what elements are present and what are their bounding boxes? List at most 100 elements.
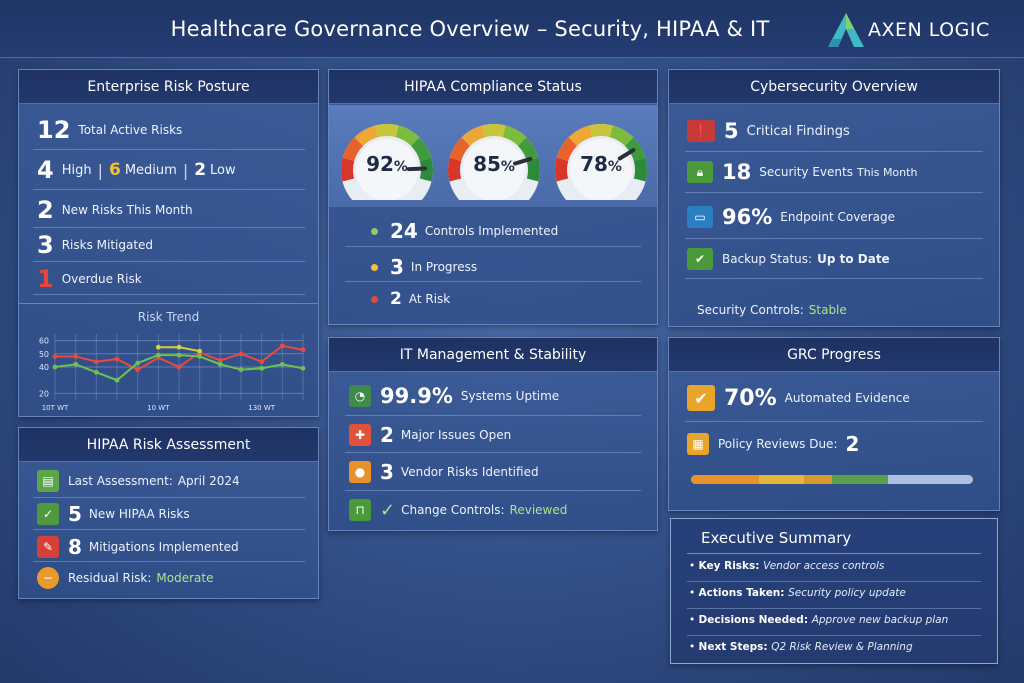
implemented-value: 24 <box>390 219 418 243</box>
in-progress-row: 3 In Progress <box>371 255 477 279</box>
data-point <box>259 365 265 371</box>
monitor-icon: ▭ <box>687 206 713 228</box>
data-point <box>73 354 79 359</box>
red-status-dot <box>371 295 378 303</box>
bullet: • <box>689 587 699 599</box>
user-icon: ● <box>349 461 371 483</box>
gauge-arc-segment <box>589 124 613 138</box>
data-point <box>279 361 285 367</box>
y-tick-label: 40 <box>39 363 49 372</box>
cybersecurity-panel: Cybersecurity Overview ❗ 5 Critical Find… <box>668 69 1000 327</box>
mitigations-value: 8 <box>68 535 82 559</box>
summary-item: • Actions Taken: Security policy update <box>689 587 906 599</box>
data-point <box>176 344 182 350</box>
gauge-arc-segment <box>502 125 527 147</box>
summary-item-label: Decisions Needed: <box>698 614 812 626</box>
gauge-arc-segment <box>517 137 539 162</box>
total-risks-row: 12 Total Active Risks <box>37 116 182 144</box>
summary-item: • Decisions Needed: Approve new backup p… <box>689 614 948 626</box>
gauge-arc-segment <box>342 137 364 162</box>
gauge-arc-segment <box>526 157 540 182</box>
data-point <box>176 352 182 358</box>
overdue-row: 1 Overdue Risk <box>37 265 142 293</box>
policy-row: ▦ Policy Reviews Due: 2 <box>687 432 866 456</box>
data-point <box>73 361 79 367</box>
evidence-label: Automated Evidence <box>784 391 910 405</box>
page-title: Healthcare Governance Overview – Securit… <box>170 17 770 41</box>
at-risk-value: 2 <box>390 289 402 309</box>
backup-value: Up to Date <box>817 252 890 266</box>
gauge-arc-segment <box>354 125 379 147</box>
data-point <box>52 354 58 359</box>
bullet: • <box>689 641 699 653</box>
vendor-value: 3 <box>380 460 394 484</box>
company-logo <box>828 13 864 47</box>
checkbox-icon: ✔ <box>687 385 715 411</box>
uptime-label: Systems Uptime <box>460 389 560 403</box>
gauge-arc-segment <box>609 125 634 147</box>
data-point <box>93 359 99 365</box>
gauge-icon: ◔ <box>349 385 371 407</box>
residual-risk-label: Residual Risk: <box>68 571 152 585</box>
gauge-arc-segment <box>556 137 578 162</box>
data-point <box>259 359 265 365</box>
gauge-arc-segment <box>568 125 593 147</box>
data-point <box>279 343 285 349</box>
gauge-center <box>570 139 632 200</box>
policy-value: 2 <box>845 432 860 456</box>
risk-posture-panel: Enterprise Risk Posture 12 Total Active … <box>18 69 319 417</box>
check-circle-icon: ✔ <box>687 248 713 270</box>
hipaa-risk-title: HIPAA Risk Assessment <box>19 428 318 462</box>
grc-title: GRC Progress <box>669 338 999 372</box>
issues-value: 2 <box>380 423 394 447</box>
gauge-arc-segment <box>341 157 355 182</box>
document-icon: ▦ <box>687 433 709 455</box>
data-point <box>93 369 99 375</box>
header: Healthcare Governance Overview – Securit… <box>0 0 1024 58</box>
data-point <box>300 365 306 371</box>
gauge-percent: % <box>393 159 408 175</box>
high-label: High <box>61 162 92 178</box>
new-risks-row: 2 New Risks This Month <box>37 196 193 224</box>
overdue-value: 1 <box>37 265 54 293</box>
change-controls-label: Change Controls: <box>401 503 505 517</box>
hipaa-compliance-title: HIPAA Compliance Status <box>329 70 657 104</box>
gauge-center <box>463 139 525 200</box>
events-suffix: This Month <box>856 165 918 179</box>
data-point <box>155 352 161 358</box>
mitigated-row: 3 Risks Mitigated <box>37 231 153 259</box>
backup-row: ✔ Backup Status: Up to Date <box>687 248 890 270</box>
severity-row: 4 High | 6 Medium | 2 Low <box>37 156 236 184</box>
gauge-needle <box>617 148 636 161</box>
green-status-dot <box>371 227 378 235</box>
compliance-gauges <box>341 124 647 200</box>
critical-row: ❗ 5 Critical Findings <box>687 119 850 143</box>
gauge-arc-segment <box>410 137 432 162</box>
padlock-icon: 🔒︎ <box>687 161 713 183</box>
security-controls-row: Security Controls: Stable <box>697 303 847 317</box>
x-tick-label: 130 WT <box>248 404 276 412</box>
residual-risk-row: − Residual Risk: Moderate <box>37 567 214 589</box>
implemented-label: Controls Implemented <box>424 224 559 238</box>
total-risks-label: Total Active Risks <box>78 123 183 137</box>
alert-icon: ❗ <box>687 120 715 142</box>
gauge-arc-segment <box>375 124 399 138</box>
summary-item: • Next Steps: Q2 Risk Review & Planning <box>689 641 913 653</box>
mitigations-row: ✎ 8 Mitigations Implemented <box>37 535 239 559</box>
data-point <box>52 364 58 370</box>
security-controls-value: Stable <box>808 303 847 317</box>
new-hipaa-risks-value: 5 <box>68 502 82 526</box>
overdue-label: Overdue Risk <box>61 272 142 286</box>
gauge-number: 92 <box>366 152 394 176</box>
uptime-value: 99.9% <box>380 384 453 408</box>
gauge-percent: % <box>607 159 622 175</box>
endpoint-value: 96% <box>722 205 773 229</box>
gauge-needle <box>513 156 533 166</box>
residual-risk-value: Moderate <box>156 571 214 585</box>
issues-label: Major Issues Open <box>400 428 512 442</box>
bullet: • <box>689 614 699 626</box>
check-shield-icon: ✓ <box>37 503 59 525</box>
data-point <box>238 351 244 357</box>
high-value: 4 <box>37 156 54 184</box>
events-row: 🔒︎ 18 Security Events This Month <box>687 160 917 184</box>
